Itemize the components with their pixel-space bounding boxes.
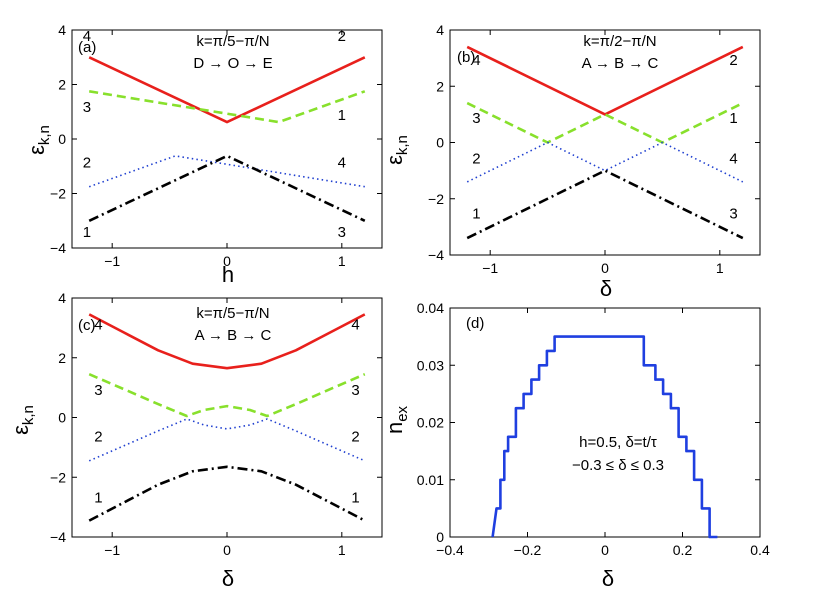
- y-tick-label: 0.03: [417, 357, 444, 373]
- series-line-solid: [491, 335, 718, 539]
- panel-subtitle: A → B → C: [582, 55, 659, 72]
- level-annotation: 3: [351, 382, 359, 399]
- level-annotation: 4: [94, 316, 102, 333]
- y-tick-label: −4: [50, 529, 66, 545]
- x-tick-label: 0: [223, 542, 231, 558]
- panel-a: −1 0 1 −4 −2 0 2 4 4 3 2 1 2 1 4 3 (a) k=π/5−π/N D → O → E…: [24, 22, 383, 287]
- series-line-dotted: [88, 155, 365, 188]
- series-line-dashdot: [88, 154, 366, 222]
- y-tick-label: 2: [58, 77, 66, 93]
- panel-label: (b): [457, 49, 475, 66]
- panel-label: (d): [466, 315, 484, 332]
- y-tick-label: −2: [50, 186, 66, 202]
- level-annotation: 4: [729, 151, 737, 168]
- y-tick-label: 4: [436, 22, 444, 38]
- level-annotation: 1: [729, 110, 737, 127]
- level-annotation: 2: [472, 151, 480, 168]
- level-annotation: 3: [94, 382, 102, 399]
- y-tick-label: −2: [50, 469, 66, 485]
- x-tick-label: 0.2: [673, 542, 693, 558]
- x-axis-label: h: [222, 262, 234, 287]
- level-annotation: 2: [83, 155, 91, 172]
- x-tick-label: 1: [338, 542, 346, 558]
- level-annotation: 2: [338, 28, 346, 45]
- level-annotation: 3: [472, 110, 480, 127]
- series-line-dashdot: [466, 169, 744, 240]
- x-tick-label: 0.4: [750, 542, 770, 558]
- series-line-dashed: [88, 90, 366, 124]
- level-annotation: 2: [729, 52, 737, 69]
- y-axis-label: εk,n: [8, 405, 37, 435]
- x-axis-label: δ: [222, 566, 234, 591]
- x-axis-label: δ: [602, 566, 614, 591]
- y-tick-label: 0: [436, 529, 444, 545]
- y-axis-label: εk,n: [24, 125, 53, 155]
- level-annotation: 4: [472, 52, 480, 69]
- axes-frame: [449, 307, 761, 538]
- series-line-dotted: [88, 418, 366, 462]
- x-tick-label: 0: [223, 253, 231, 269]
- panel-label: (c): [78, 317, 96, 334]
- level-annotation: 3: [729, 205, 737, 222]
- series-line-dashed: [88, 373, 366, 418]
- y-tick-label: −4: [428, 247, 444, 263]
- level-annotation: 1: [94, 490, 102, 507]
- y-tick-label: 4: [58, 290, 66, 306]
- series-line-solid: [88, 56, 366, 124]
- panel-subtitle: D → O → E: [193, 55, 272, 72]
- x-tick-label: −1: [104, 542, 120, 558]
- series-line-solid: [466, 45, 744, 116]
- y-tick-label: 0.02: [417, 415, 444, 431]
- x-tick-label: 0: [601, 260, 609, 276]
- level-annotation: 1: [351, 490, 359, 507]
- level-annotation: 1: [472, 205, 480, 222]
- x-tick-label: 1: [716, 260, 724, 276]
- level-annotation: 4: [338, 155, 346, 172]
- panel-subtitle: −0.3 ≤ δ ≤ 0.3: [572, 457, 664, 474]
- level-annotation: 1: [338, 107, 346, 124]
- y-tick-label: 2: [58, 350, 66, 366]
- panel-title: k=π/5−π/N: [196, 305, 269, 322]
- level-annotation: 1: [83, 224, 91, 241]
- y-tick-label: 0: [436, 135, 444, 151]
- level-annotation: 2: [94, 428, 102, 445]
- x-tick-label: −1: [104, 253, 120, 269]
- y-tick-label: 0.04: [417, 300, 444, 316]
- series-line-dashed: [466, 101, 744, 144]
- x-tick-label: 0: [601, 542, 609, 558]
- panel-title: k=π/2−π/N: [583, 33, 656, 50]
- y-tick-label: 0.01: [417, 472, 444, 488]
- level-annotation: 4: [351, 316, 359, 333]
- level-annotation: 3: [83, 99, 91, 116]
- panel-subtitle: A → B → C: [195, 327, 272, 344]
- y-tick-label: 0: [58, 410, 66, 426]
- y-tick-label: −4: [50, 240, 66, 256]
- y-axis-label: nex: [382, 405, 411, 434]
- y-axis-label: εk,n: [382, 135, 411, 165]
- panel-title: h=0.5, δ=t/τ: [579, 434, 657, 451]
- level-annotation: 2: [351, 428, 359, 445]
- series-line-dashdot: [88, 465, 366, 522]
- panel-b: −1 0 1 −4 −2 0 2 4 4 3 2 1 2 1 4 3 (b) k=π/2−π/N A → B → C…: [382, 22, 761, 301]
- y-tick-label: 2: [436, 78, 444, 94]
- y-tick-label: 0: [58, 131, 66, 147]
- x-tick-label: −0.2: [514, 542, 542, 558]
- panel-d: −0.4 −0.2 0 0.2 0.4 0 0.01 0.02 0.03 0.04 (d) h=0.5…: [382, 300, 770, 591]
- level-annotation: 4: [83, 28, 91, 45]
- x-axis-label: δ: [600, 276, 612, 301]
- series-line-solid: [88, 313, 366, 370]
- x-tick-label: −1: [482, 260, 498, 276]
- level-annotation: 3: [338, 224, 346, 241]
- series-line-dotted: [466, 141, 744, 183]
- y-tick-label: 4: [58, 22, 66, 38]
- panel-title: k=π/5−π/N: [196, 33, 269, 50]
- panel-c: −1 0 1 −4 −2 0 2 4 4 3 2 1 4 3 2 1 (c) k=π/5−π/N A → B → C…: [8, 290, 383, 591]
- x-tick-label: 1: [338, 253, 346, 269]
- panel-label: (a): [78, 39, 96, 56]
- x-tick-label: −0.4: [436, 542, 464, 558]
- y-tick-label: −2: [428, 191, 444, 207]
